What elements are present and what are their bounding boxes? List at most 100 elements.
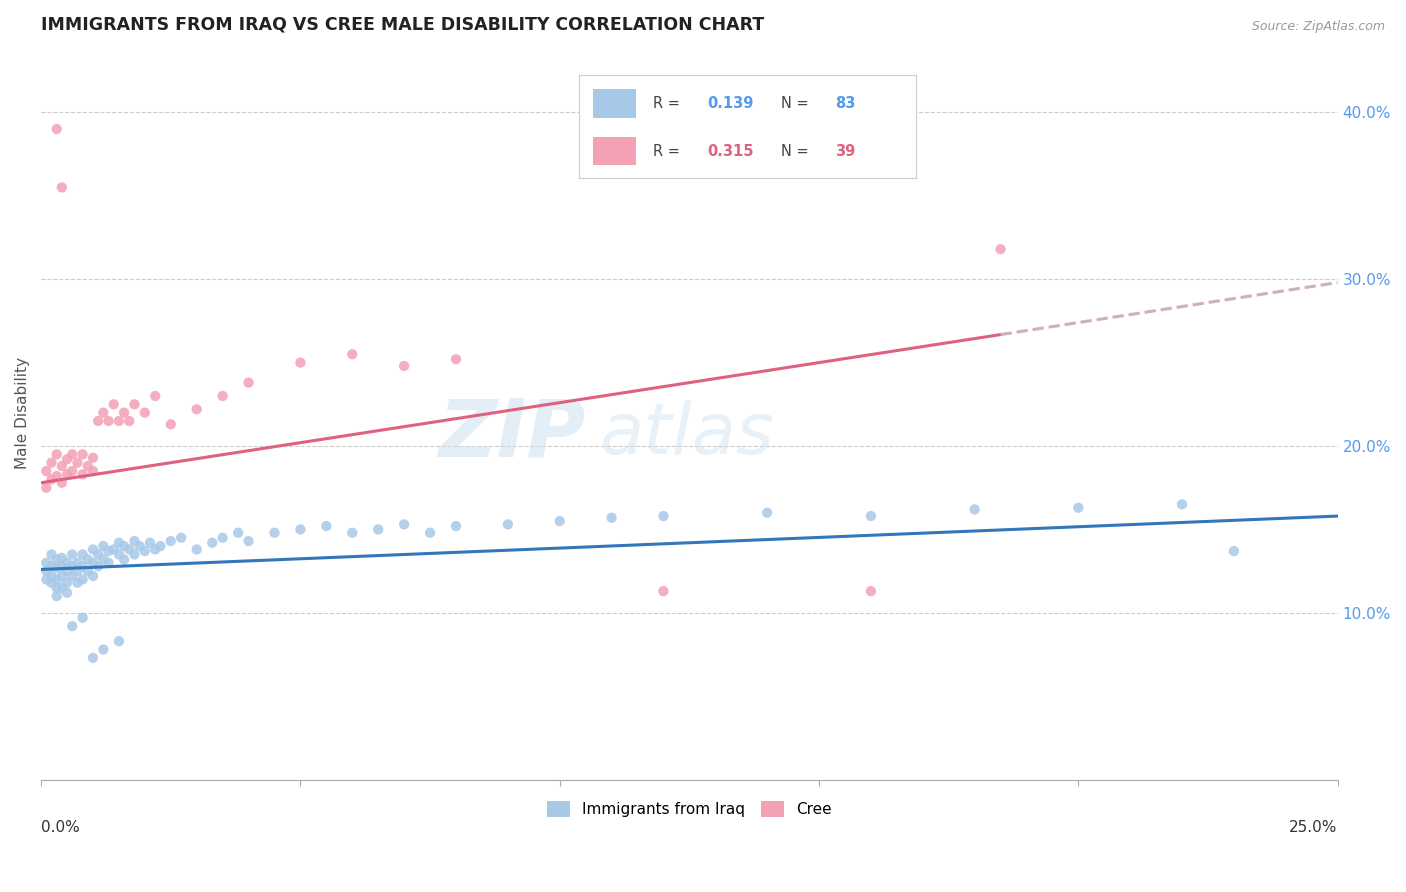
Point <box>652 509 675 524</box>
Point <box>82 450 104 465</box>
Point <box>159 417 181 432</box>
Point <box>315 519 337 533</box>
Point <box>143 542 166 557</box>
Point <box>444 519 467 533</box>
Point <box>51 559 73 574</box>
Text: 25.0%: 25.0% <box>1289 820 1337 835</box>
Point <box>51 458 73 473</box>
Point <box>45 469 67 483</box>
Point <box>124 397 146 411</box>
Point <box>170 531 193 545</box>
Point <box>392 359 415 373</box>
Point <box>367 523 389 537</box>
Point <box>41 548 63 562</box>
Point <box>124 548 146 562</box>
Point <box>290 523 312 537</box>
Point <box>134 544 156 558</box>
Point <box>149 539 172 553</box>
Point <box>226 525 249 540</box>
Text: 0.0%: 0.0% <box>41 820 80 835</box>
Point <box>51 475 73 490</box>
Point <box>118 414 141 428</box>
Point <box>159 534 181 549</box>
Point <box>82 556 104 570</box>
Text: atlas: atlas <box>599 401 773 469</box>
Point <box>108 634 131 648</box>
Point <box>45 581 67 595</box>
Point <box>51 180 73 194</box>
Point <box>87 548 110 562</box>
Point <box>35 564 58 578</box>
Point <box>201 535 224 549</box>
Point <box>128 539 150 553</box>
Point <box>56 575 79 590</box>
Point <box>41 569 63 583</box>
Point <box>35 464 58 478</box>
Point <box>60 569 83 583</box>
Point <box>72 573 94 587</box>
Point <box>76 564 98 578</box>
Point <box>108 414 131 428</box>
Point <box>444 352 467 367</box>
Point <box>342 525 364 540</box>
Point <box>108 548 131 562</box>
Point <box>41 456 63 470</box>
Point <box>108 535 131 549</box>
Point <box>963 502 986 516</box>
Point <box>35 481 58 495</box>
Point <box>41 559 63 574</box>
Point <box>60 447 83 461</box>
Point <box>41 575 63 590</box>
Point <box>45 552 67 566</box>
Point <box>87 559 110 574</box>
Text: ZIP: ZIP <box>439 396 586 474</box>
Point <box>134 406 156 420</box>
Point <box>97 414 120 428</box>
Point <box>93 406 115 420</box>
Point <box>82 651 104 665</box>
Point <box>51 581 73 595</box>
Point <box>60 548 83 562</box>
Point <box>392 517 415 532</box>
Point <box>859 509 882 524</box>
Point <box>97 556 120 570</box>
Point <box>263 525 285 540</box>
Point <box>51 569 73 583</box>
Point <box>82 464 104 478</box>
Point <box>66 556 89 570</box>
Point <box>139 535 162 549</box>
Point <box>72 559 94 574</box>
Point <box>143 389 166 403</box>
Text: IMMIGRANTS FROM IRAQ VS CREE MALE DISABILITY CORRELATION CHART: IMMIGRANTS FROM IRAQ VS CREE MALE DISABI… <box>41 15 765 33</box>
Point <box>82 542 104 557</box>
Point <box>35 573 58 587</box>
Point <box>103 397 125 411</box>
Point <box>211 531 233 545</box>
Point <box>93 642 115 657</box>
Point <box>56 564 79 578</box>
Point <box>45 561 67 575</box>
Point <box>238 534 260 549</box>
Point <box>41 472 63 486</box>
Point <box>97 544 120 558</box>
Point <box>66 456 89 470</box>
Point <box>87 414 110 428</box>
Point <box>66 575 89 590</box>
Point <box>112 406 135 420</box>
Point <box>1223 544 1246 558</box>
Point <box>35 556 58 570</box>
Y-axis label: Male Disability: Male Disability <box>15 357 30 468</box>
Point <box>66 564 89 578</box>
Point <box>124 534 146 549</box>
Point <box>45 589 67 603</box>
Point <box>60 619 83 633</box>
Legend: Immigrants from Iraq, Cree: Immigrants from Iraq, Cree <box>541 795 838 823</box>
Point <box>60 464 83 478</box>
Point <box>990 242 1012 256</box>
Point <box>548 514 571 528</box>
Point <box>419 525 441 540</box>
Point <box>186 542 208 557</box>
Text: Source: ZipAtlas.com: Source: ZipAtlas.com <box>1251 20 1385 33</box>
Point <box>76 458 98 473</box>
Point <box>56 556 79 570</box>
